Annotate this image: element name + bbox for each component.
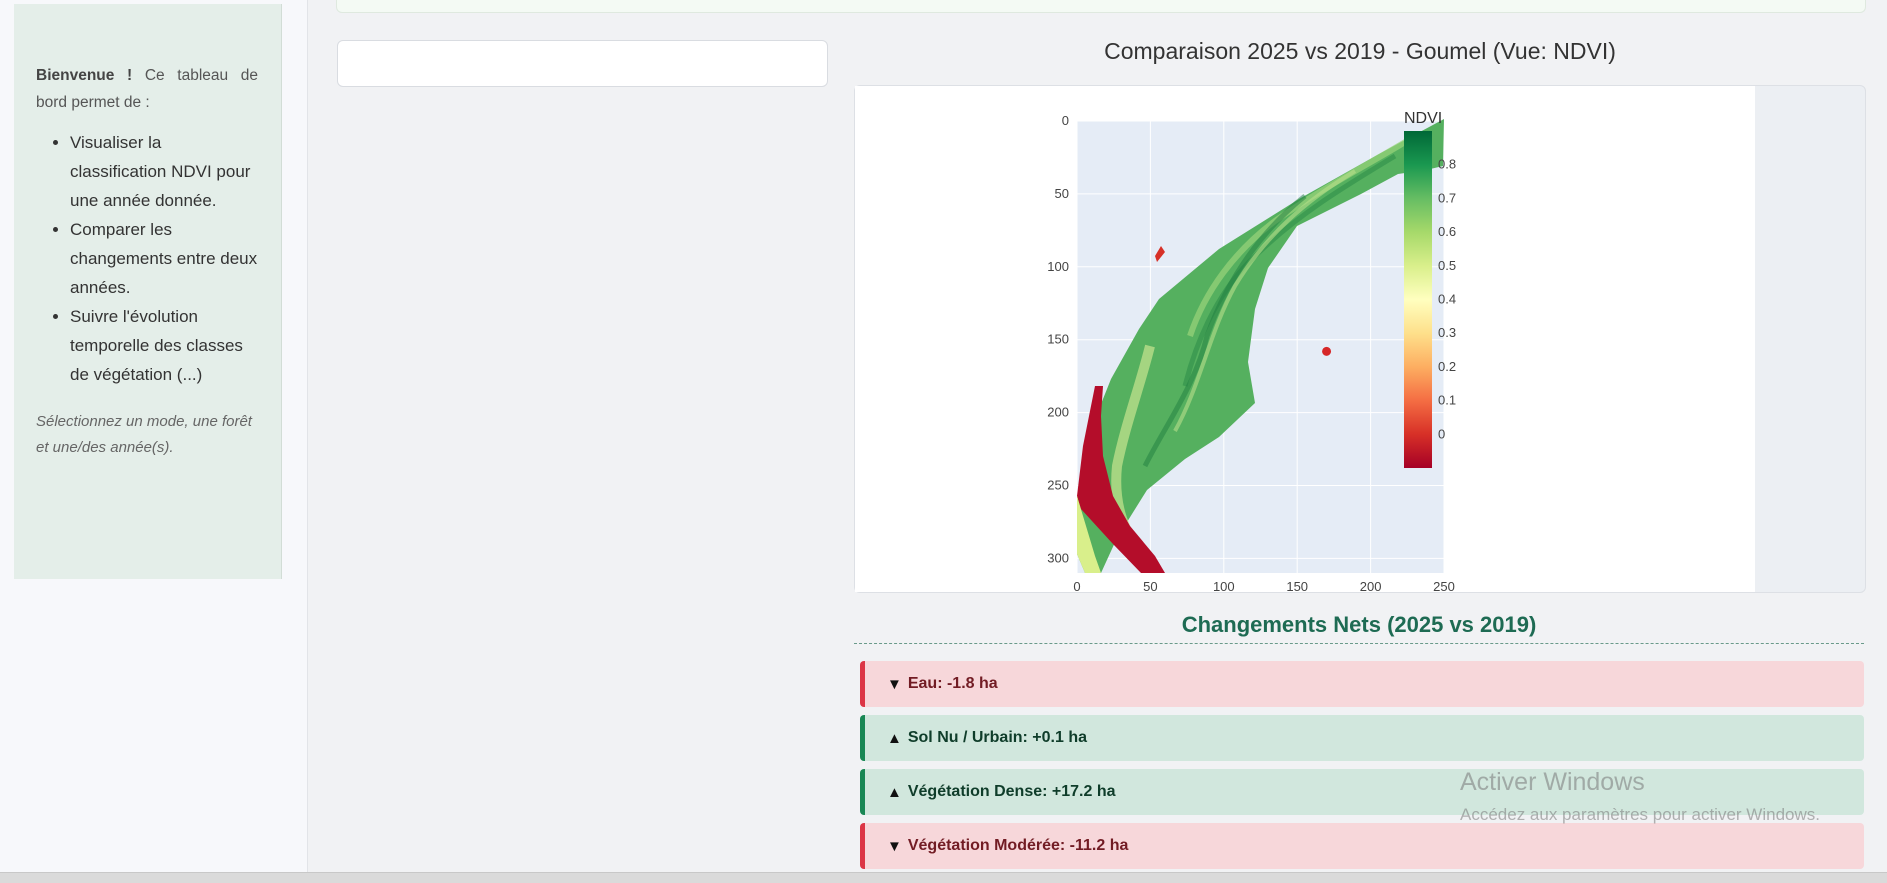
arrow-down-icon: ▼	[887, 675, 902, 693]
y-tick-label: 0	[1062, 113, 1069, 128]
changes-title: Changements Nets (2025 vs 2019)	[1181, 612, 1537, 637]
change-label: Sol Nu / Urbain: +0.1 ha	[907, 729, 1088, 746]
watermark-title: Activer Windows	[1460, 768, 1645, 796]
change-label: Végétation Modérée: -11.2 ha	[907, 837, 1129, 854]
feature-item: Visualiser la classification NDVI pour u…	[70, 128, 258, 215]
x-tick-label: 150	[1286, 579, 1308, 592]
colorbar-tick-label: 0.1	[1438, 393, 1456, 408]
plot-area	[1076, 120, 1445, 573]
colorbar-tick-label: 0.8	[1438, 157, 1456, 172]
change-row-sol-nu: ▲ Sol Nu / Urbain: +0.1 ha	[860, 715, 1864, 761]
welcome-text: Bienvenue ! Ce tableau de bord permet de…	[36, 62, 258, 116]
marker-point[interactable]	[1322, 346, 1332, 356]
y-tick-label: 100	[1047, 259, 1069, 274]
change-label: Eau: -1.8 ha	[907, 675, 998, 692]
colorbar-title: NDVI	[1404, 110, 1442, 127]
y-axis-ticks: 0 50 100 150 200 250 300	[1047, 113, 1069, 565]
bottom-scrollbar[interactable]	[0, 872, 1887, 883]
x-tick-label: 50	[1143, 579, 1157, 592]
change-row-vegetation-dense: ▲ Végétation Dense: +17.2 ha	[860, 769, 1864, 815]
sidebar: Bienvenue ! Ce tableau de bord permet de…	[14, 4, 282, 579]
divider	[854, 643, 1864, 644]
colorbar-tick-label: 0.4	[1438, 292, 1456, 307]
colorbar-tick-label: 0.3	[1438, 325, 1456, 340]
change-row-vegetation-moderee: ▼ Végétation Modérée: -11.2 ha	[860, 823, 1864, 869]
y-tick-label: 250	[1047, 478, 1069, 493]
y-tick-label: 300	[1047, 550, 1069, 565]
feature-list: Visualiser la classification NDVI pour u…	[36, 128, 258, 389]
welcome-body: Ce tableau de bord permet de :	[36, 67, 258, 111]
arrow-down-icon: ▼	[887, 837, 902, 855]
arrow-up-icon: ▲	[887, 783, 902, 801]
colorbar-tick-label: 0.6	[1438, 224, 1456, 239]
colorbar-tick-label: 0.5	[1438, 258, 1456, 273]
colorbar-tick-label: 0.2	[1438, 359, 1456, 374]
y-tick-label: 200	[1047, 405, 1069, 420]
controls-panel[interactable]	[337, 40, 828, 87]
chart-title: Comparaison 2025 vs 2019 - Goumel (Vue: …	[1104, 38, 1616, 64]
x-axis-ticks: 0 50 100 150 200 250	[1073, 579, 1454, 592]
arrow-up-icon: ▲	[887, 729, 902, 747]
welcome-bold: Bienvenue !	[36, 67, 133, 84]
colorbar-tick-label: 0	[1438, 426, 1445, 441]
change-label: Végétation Dense: +17.2 ha	[907, 783, 1116, 800]
x-tick-label: 100	[1213, 579, 1235, 592]
x-tick-label: 0	[1073, 579, 1080, 592]
y-tick-label: 150	[1047, 332, 1069, 347]
x-tick-label: 250	[1433, 579, 1455, 592]
colorbar	[1404, 131, 1432, 468]
colorbar-ticks: 0 0.1 0.2 0.3 0.4 0.5 0.6 0.7 0.8	[1438, 157, 1456, 442]
feature-item: Suivre l'évolution temporelle des classe…	[70, 302, 258, 389]
top-banner	[336, 0, 1866, 13]
watermark-subtitle: Accédez aux paramètres pour activer Wind…	[1460, 805, 1820, 824]
y-tick-label: 50	[1055, 186, 1069, 201]
sidebar-hint: Sélectionnez un mode, une forêt et une/d…	[36, 413, 252, 456]
change-row-eau: ▼ Eau: -1.8 ha	[860, 661, 1864, 707]
x-tick-label: 200	[1360, 579, 1382, 592]
feature-item: Comparer les changements entre deux anné…	[70, 215, 258, 302]
plot-background	[1077, 121, 1444, 573]
colorbar-tick-label: 0.7	[1438, 190, 1456, 205]
windows-activation-watermark: Activer Windows Accédez aux paramètres p…	[1460, 768, 1820, 825]
